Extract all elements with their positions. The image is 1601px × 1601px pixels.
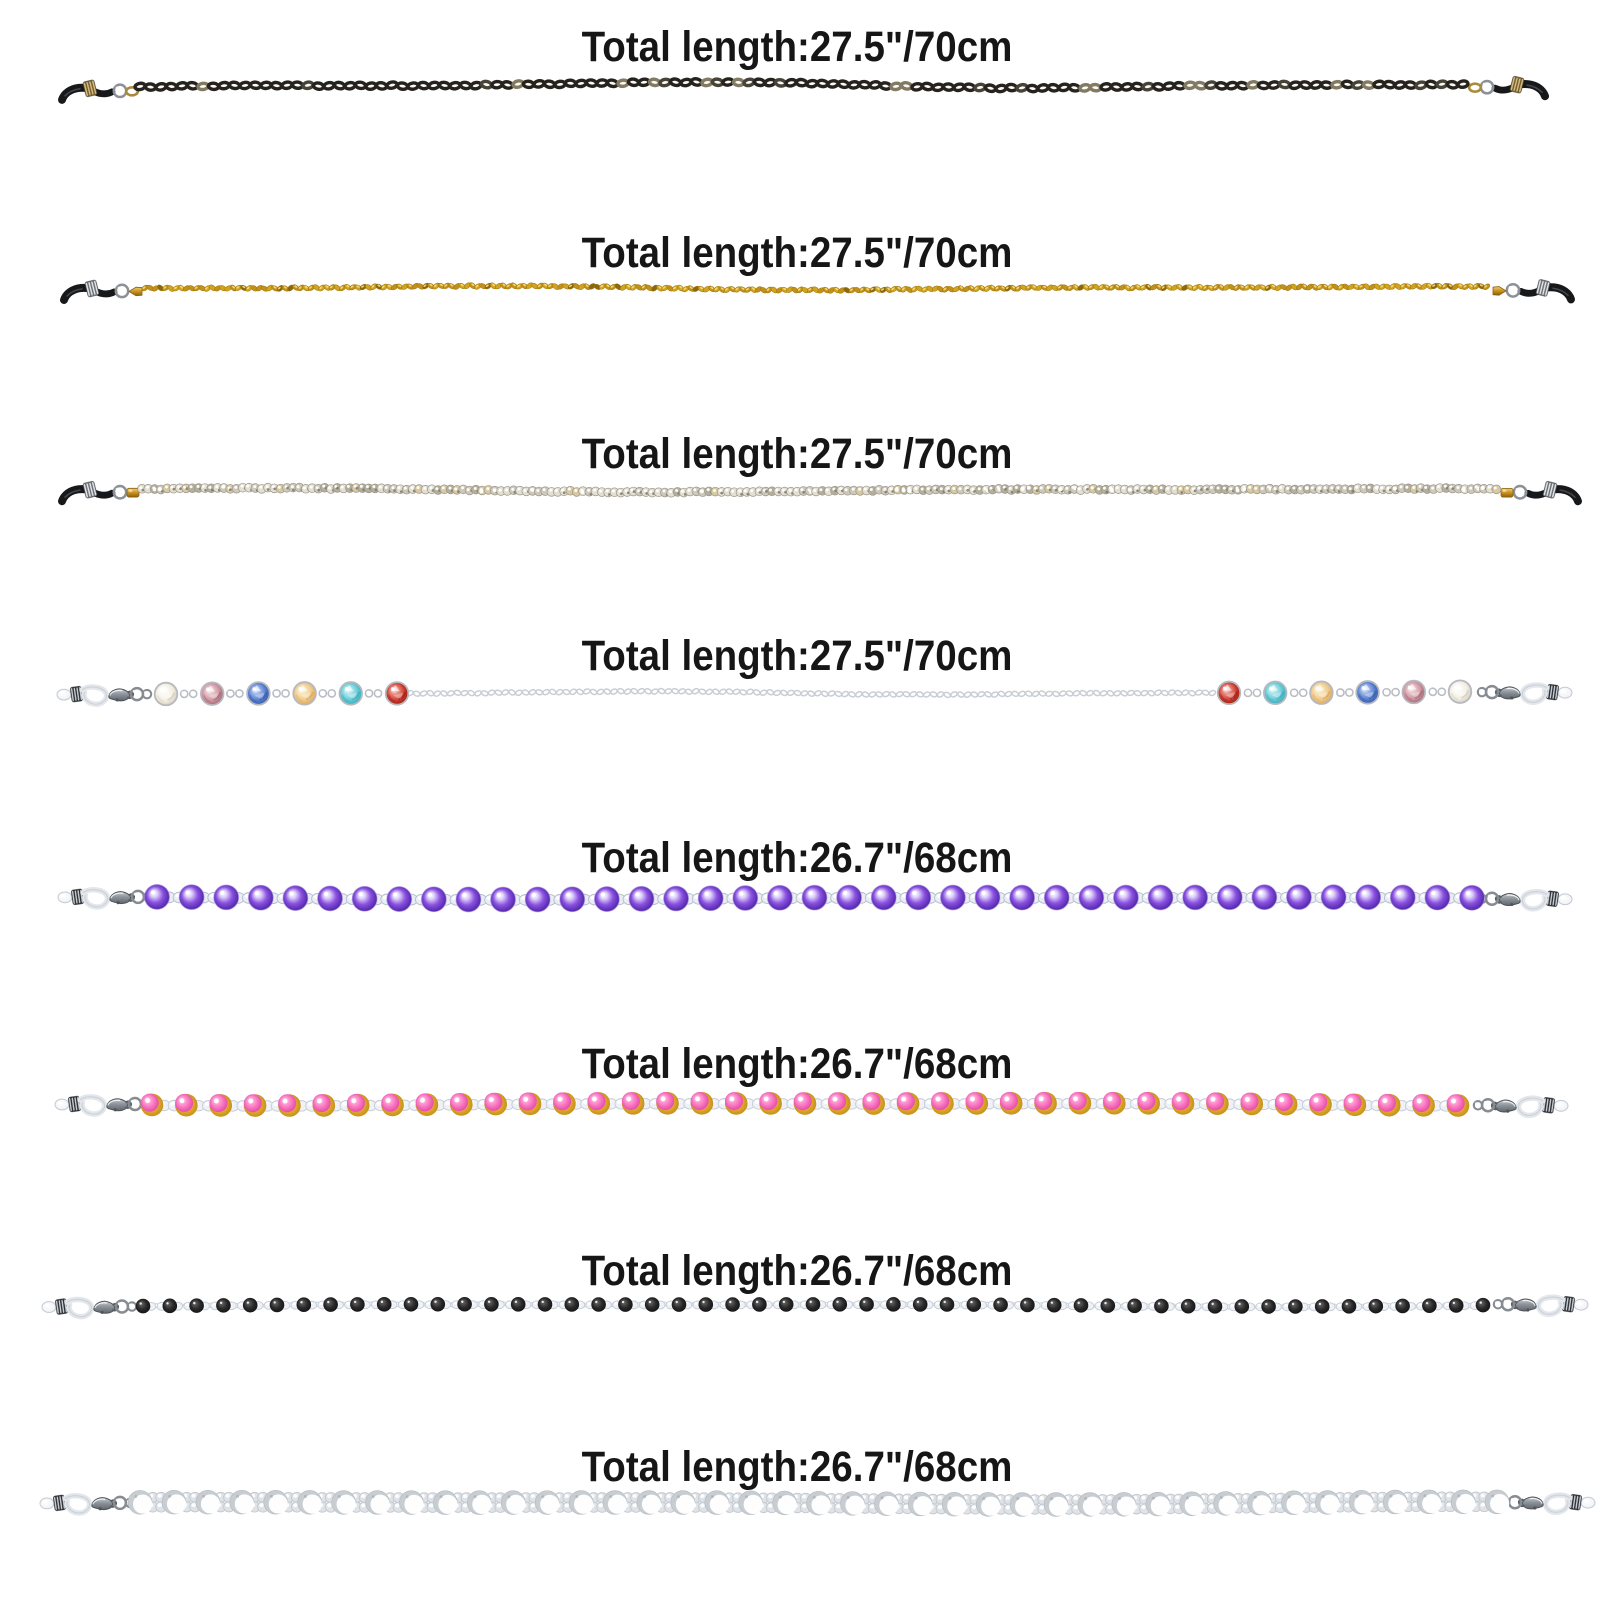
length-label-6: Total length:26.7"/68cm (581, 1040, 1013, 1088)
length-label-7: Total length:26.7"/68cm (581, 1247, 1013, 1295)
length-label-1: Total length:27.5"/70cm (581, 23, 1013, 71)
chain-5-purple-pearl-bead-chain (57, 884, 1573, 913)
length-label-2: Total length:27.5"/70cm (581, 229, 1013, 277)
length-label-5: Total length:26.7"/68cm (581, 834, 1013, 882)
chain-8-white-pearl-bead-chain (39, 1489, 1596, 1517)
chain-4-crystal-bead-silver-chain (56, 679, 1573, 707)
length-label-3: Total length:27.5"/70cm (581, 430, 1013, 478)
chain-3-silver-sparkle-chain (58, 480, 1582, 506)
chain-6-pink-gold-bead-chain (54, 1091, 1569, 1119)
chain-1-gunmetal-link-chain (58, 75, 1549, 104)
length-label-4: Total length:27.5"/70cm (581, 632, 1013, 680)
chain-2-gold-rope-chain (60, 279, 1575, 304)
length-label-8: Total length:26.7"/68cm (581, 1443, 1013, 1491)
chain-7-black-bead-chain (41, 1294, 1589, 1320)
